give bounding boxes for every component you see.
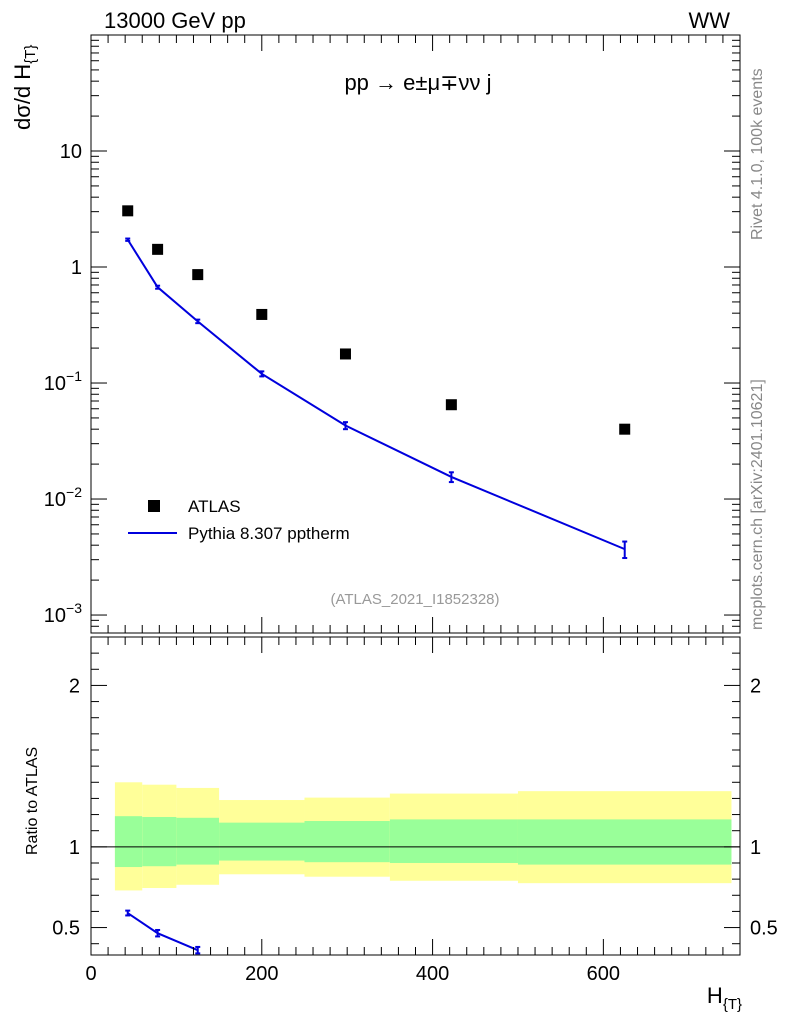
ratio-y-tick-labels: 0.5 0.5 1 1 2 2 xyxy=(52,675,778,939)
mcplots-label: mcplots.cern.ch [arXiv:2401.10621] xyxy=(749,379,766,630)
ratio-y-tick-label-right: 2 xyxy=(750,675,761,697)
x-axis-title: H{T} xyxy=(707,983,742,1013)
x-tick-label: 0 xyxy=(85,963,96,985)
atlas-data-point xyxy=(192,269,204,281)
x-tick-label: 400 xyxy=(416,963,449,985)
x-tick-labels: 0 200 400 600 xyxy=(85,963,620,985)
main-x-ticks xyxy=(90,35,724,633)
main-y-tick-label: 1 xyxy=(71,257,82,279)
atlas-data-point xyxy=(619,423,631,435)
ratio-y-tick-label-left: 1 xyxy=(69,837,80,859)
atlas-data-point xyxy=(122,205,134,217)
analysis-watermark: (ATLAS_2021_I1852328) xyxy=(330,591,499,608)
ratio-y-tick-label-right: 0.5 xyxy=(750,918,778,940)
inner-uncertainty-band xyxy=(176,817,220,865)
ratio-y-tick-label-left: 2 xyxy=(69,675,80,697)
legend-atlas-label: ATLAS xyxy=(188,497,241,516)
ratio-y-tick-label-right: 1 xyxy=(750,837,761,859)
ratio-y-tick-label-left: 0.5 xyxy=(52,918,80,940)
inner-uncertainty-band xyxy=(517,819,732,865)
inner-uncertainty-band xyxy=(114,816,143,868)
main-y-tick-label: 10−1 xyxy=(44,368,82,395)
ratio-y-axis-title: Ratio to ATLAS xyxy=(24,747,41,855)
main-frame xyxy=(90,34,741,634)
atlas-data-point xyxy=(256,308,268,320)
atlas-data-point xyxy=(445,399,457,411)
ratio-line xyxy=(127,912,199,952)
main-y-tick-labels: 10 1 10−1 10−2 10−3 xyxy=(44,141,82,627)
x-tick-label: 200 xyxy=(245,963,278,985)
main-y-tick-label: 10 xyxy=(60,141,82,163)
inner-uncertainty-band xyxy=(219,822,305,861)
inner-uncertainty-band xyxy=(389,819,518,863)
atlas-data-point xyxy=(339,348,351,360)
process-title: pp → e±μ∓νν j xyxy=(344,70,491,95)
main-y-tick-label: 10−2 xyxy=(44,484,82,511)
atlas-data-point xyxy=(152,243,164,255)
data-points xyxy=(122,205,631,435)
inner-uncertainty-band xyxy=(142,816,177,867)
main-y-axis-title: dσ/d H{T} xyxy=(10,45,39,130)
inner-uncertainty-band xyxy=(304,821,390,863)
ratio-panel: 0.5 0.5 1 1 2 2 0 200 400 600 Ratio to ATLAS H{T… xyxy=(24,636,778,1013)
rivet-version-label: Rivet 4.1.0, 100k events xyxy=(749,68,766,240)
process-tag: WW xyxy=(688,8,730,33)
energy-label: 13000 GeV pp xyxy=(104,8,246,33)
legend-atlas-marker xyxy=(148,500,160,512)
ratio-x-ticks xyxy=(90,637,724,955)
main-y-ticks xyxy=(91,34,740,634)
legend-mc-label: Pythia 8.307 pptherm xyxy=(188,524,350,543)
main-y-tick-label: 10−3 xyxy=(44,600,82,627)
ratio-uncertainty-bands xyxy=(114,782,732,891)
x-tick-label: 600 xyxy=(587,963,620,985)
ratio-y-ticks xyxy=(91,652,740,945)
mc-curve xyxy=(125,237,628,560)
ratio-series xyxy=(125,909,201,955)
legend: ATLAS Pythia 8.307 pptherm xyxy=(128,497,350,543)
ratio-series-group xyxy=(125,909,201,955)
